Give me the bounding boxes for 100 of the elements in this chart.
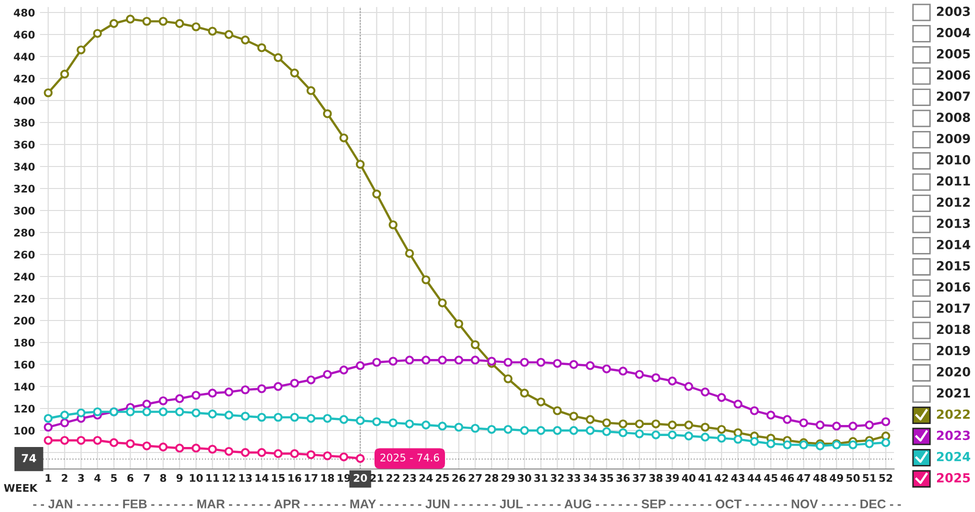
- point: [618, 366, 628, 376]
- point: [651, 373, 660, 382]
- point: [668, 420, 677, 430]
- point: [109, 19, 118, 28]
- x-tick-label: 39: [666, 474, 679, 482]
- legend-label: 2004: [936, 28, 970, 38]
- point: [470, 424, 480, 433]
- point: [126, 14, 135, 24]
- legend-label: 2019: [936, 346, 970, 356]
- point: [240, 385, 250, 394]
- point: [356, 416, 365, 426]
- x-tick-label: 43: [731, 474, 744, 482]
- point: [504, 374, 513, 384]
- point: [306, 450, 316, 460]
- y-tick-label: 460: [14, 30, 35, 39]
- point: [536, 397, 546, 406]
- point: [470, 340, 480, 350]
- point: [274, 412, 283, 422]
- point: [586, 415, 595, 424]
- point: [717, 424, 726, 434]
- y-tick-label: 280: [14, 228, 35, 237]
- y-tick-label: 400: [14, 96, 35, 105]
- x-tick-label: 51: [862, 474, 876, 482]
- text: - - JAN - - - - - - FEB - - - - - - MAR - - - - - - APR - - - - - - MAY - - - - - - JUN - - - - - - JUL - - - - - AUG - - - - - - SEP - - - - - - OCT - - - - - - NOV - - - - - DEC - -: [33, 500, 901, 508]
- legend-label: 2020: [936, 367, 970, 377]
- point: [832, 422, 841, 431]
- point: [158, 396, 168, 406]
- x-tick-label: 38: [649, 474, 662, 482]
- point: [618, 428, 628, 438]
- x-tick-label: 1: [46, 474, 52, 482]
- point: [766, 410, 776, 420]
- point: [274, 449, 283, 458]
- point: [586, 361, 595, 370]
- point: [421, 420, 430, 430]
- x-tick-label: 14: [256, 474, 268, 482]
- legend-label: 2003: [936, 6, 970, 16]
- point: [700, 388, 710, 396]
- point: [175, 394, 184, 404]
- x-tick-label: 30: [518, 474, 532, 482]
- point: [339, 415, 348, 424]
- x-tick-label: 27: [468, 474, 482, 482]
- point: [224, 410, 234, 420]
- point: [339, 452, 348, 462]
- x-tick-label: 9: [176, 474, 183, 482]
- y-tick-label: 160: [14, 360, 35, 369]
- x-axis-title: WEEK: [4, 484, 38, 492]
- x-tick-label: 26: [452, 474, 466, 482]
- point: [651, 430, 660, 440]
- point: [454, 422, 464, 432]
- x-tick-label: 47: [796, 474, 810, 482]
- x-tick-label: 40: [682, 474, 696, 482]
- point: [634, 429, 644, 438]
- point: [274, 53, 283, 62]
- point: [322, 109, 332, 118]
- point: [405, 419, 414, 428]
- point: [142, 441, 152, 450]
- point: [717, 393, 726, 402]
- point: [339, 366, 348, 374]
- x-tick-label: 33: [567, 474, 580, 482]
- y-tick-label: 100: [14, 426, 35, 435]
- point: [372, 190, 382, 198]
- legend-label: 2015: [936, 261, 970, 271]
- point: [60, 418, 70, 428]
- point: [487, 424, 496, 434]
- point: [569, 360, 578, 369]
- point: [717, 434, 726, 443]
- x-tick-label: 35: [600, 474, 614, 482]
- point: [684, 432, 694, 440]
- point: [175, 407, 184, 416]
- point: [454, 356, 464, 365]
- point: [651, 419, 660, 428]
- point: [290, 412, 300, 422]
- point: [322, 370, 332, 379]
- y-tick-label: 180: [14, 338, 35, 347]
- point: [306, 375, 316, 384]
- point: [634, 370, 644, 379]
- point: [44, 88, 53, 98]
- point: [60, 436, 70, 445]
- point: [76, 436, 86, 445]
- point: [552, 358, 562, 368]
- x-tick-label: 4: [94, 474, 101, 482]
- point: [142, 16, 152, 26]
- x-tick-label: 22: [386, 474, 400, 482]
- point: [240, 412, 250, 421]
- point: [438, 422, 447, 431]
- point: [240, 448, 250, 457]
- legend-label: 2010: [936, 155, 970, 165]
- point: [192, 22, 200, 32]
- point: [126, 439, 135, 448]
- point: [634, 419, 644, 428]
- point: [290, 449, 300, 458]
- point: [158, 16, 168, 26]
- point: [602, 364, 612, 374]
- y-tick-label: 240: [14, 272, 35, 281]
- point: [864, 420, 874, 430]
- point: [881, 417, 890, 426]
- x-tick-label: 13: [239, 474, 252, 482]
- point: [700, 432, 710, 442]
- x-tick-label: 34: [584, 474, 597, 482]
- legend-label: 2013: [936, 218, 970, 228]
